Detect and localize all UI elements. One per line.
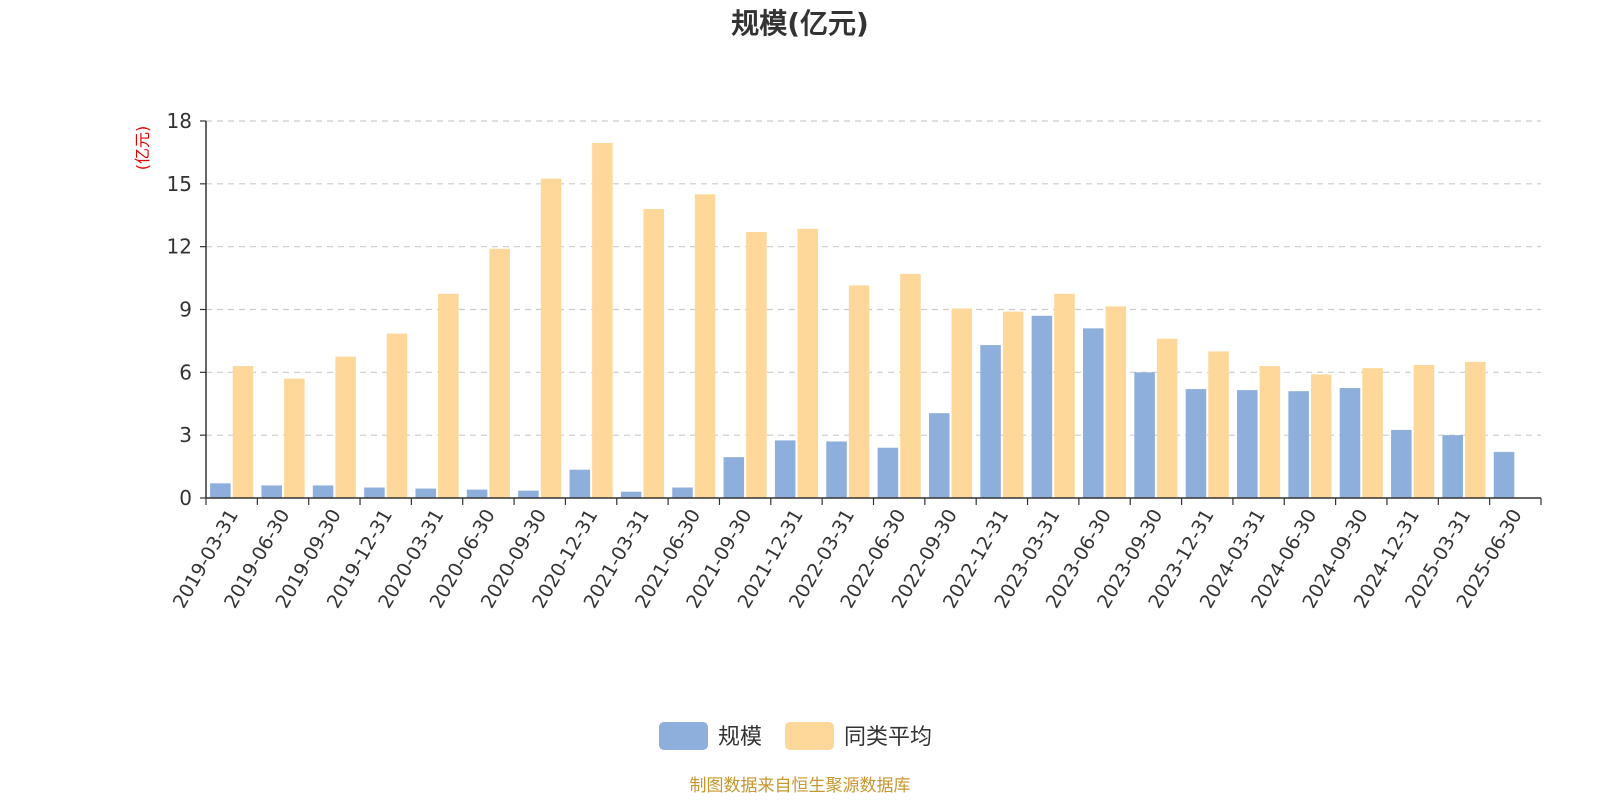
bar-peer-average[interactable] — [1054, 293, 1075, 498]
legend-item-0[interactable]: 规模 — [659, 722, 762, 750]
bar-scale[interactable] — [1493, 451, 1515, 498]
bar-peer-average[interactable] — [1259, 366, 1281, 498]
bar-peer-average[interactable] — [1208, 351, 1229, 498]
bar-peer-average[interactable] — [335, 356, 356, 498]
bar-scale[interactable] — [364, 487, 385, 498]
x-tick-labels: 2019-03-312019-06-302019-09-302019-12-31… — [169, 506, 1527, 613]
bar-scale[interactable] — [774, 440, 796, 498]
bar-peer-average[interactable] — [1362, 368, 1383, 498]
bar-scale[interactable] — [1134, 372, 1155, 498]
y-tick-label: 6 — [179, 360, 192, 384]
bar-peer-average[interactable] — [540, 178, 562, 498]
bar-scale[interactable] — [312, 485, 334, 498]
y-tick-label: 18 — [167, 109, 192, 133]
bar-scale[interactable] — [1082, 328, 1104, 498]
bar-scale[interactable] — [723, 457, 745, 498]
y-tick-label: 9 — [179, 298, 192, 322]
legend-swatch-0 — [659, 722, 708, 750]
bar-peer-average[interactable] — [694, 194, 716, 499]
bar-peer-average[interactable] — [1105, 306, 1127, 498]
bar-scale[interactable] — [1185, 389, 1207, 498]
bar-scale[interactable] — [518, 490, 539, 498]
bar-scale[interactable] — [261, 485, 282, 498]
bar-peer-average[interactable] — [489, 248, 510, 498]
bar-scale[interactable] — [569, 469, 591, 498]
y-unit-label: (亿元) — [133, 126, 152, 171]
bar-scale[interactable] — [466, 489, 488, 498]
legend-item-1[interactable]: 同类平均 — [785, 722, 932, 750]
bar-scale[interactable] — [877, 447, 899, 498]
legend: 规模 同类平均 — [659, 722, 932, 750]
bar-peer-average[interactable] — [797, 228, 819, 498]
bar-scale[interactable] — [928, 413, 950, 498]
bar-peer-average[interactable] — [1465, 361, 1486, 498]
axes — [200, 120, 1542, 505]
chart-title: 规模(亿元) — [731, 7, 869, 40]
source-note: 制图数据来自恒生聚源数据库 — [690, 776, 911, 796]
bar-scale[interactable] — [620, 491, 642, 498]
bar-scale[interactable] — [415, 488, 437, 498]
bar-peer-average[interactable] — [643, 208, 665, 498]
legend-swatch-1 — [785, 722, 834, 750]
y-tick-label: 3 — [179, 423, 192, 447]
bar-peer-average[interactable] — [438, 293, 459, 498]
bar-scale[interactable] — [1031, 315, 1053, 498]
legend-label-1: 同类平均 — [844, 725, 932, 750]
bar-peer-average[interactable] — [746, 232, 767, 498]
bar-peer-average[interactable] — [1413, 365, 1435, 498]
bar-peer-average[interactable] — [592, 142, 613, 498]
y-tick-labels: 0 3 6 9 12 15 18 — [167, 109, 192, 510]
bars — [210, 142, 1515, 499]
bar-scale[interactable] — [1391, 429, 1412, 498]
bar-peer-average[interactable] — [386, 333, 408, 498]
legend-label-0: 规模 — [718, 725, 762, 750]
bar-peer-average[interactable] — [900, 273, 921, 498]
bar-scale[interactable] — [826, 441, 847, 498]
bar-peer-average[interactable] — [1310, 374, 1332, 498]
bar-scale[interactable] — [210, 483, 231, 498]
bar-peer-average[interactable] — [232, 366, 254, 498]
y-tick-label: 12 — [167, 235, 192, 259]
bar-peer-average[interactable] — [1156, 338, 1178, 498]
bar-scale[interactable] — [1288, 391, 1309, 498]
bar-peer-average[interactable] — [284, 378, 305, 498]
bar-scale[interactable] — [1237, 390, 1258, 498]
bar-scale[interactable] — [1442, 435, 1463, 498]
y-tick-label: 15 — [167, 172, 192, 196]
y-tick-label: 0 — [179, 486, 192, 510]
bar-peer-average[interactable] — [951, 308, 973, 498]
bar-scale[interactable] — [672, 487, 693, 498]
bar-peer-average[interactable] — [1002, 311, 1024, 498]
bar-scale[interactable] — [1339, 388, 1361, 498]
bar-scale[interactable] — [980, 345, 1001, 498]
bar-peer-average[interactable] — [848, 285, 870, 498]
